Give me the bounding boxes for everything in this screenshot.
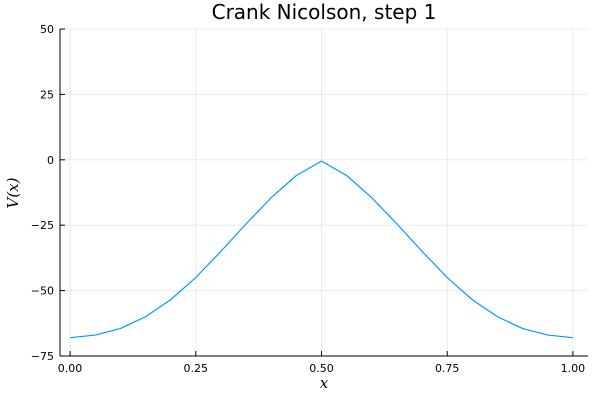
series-line	[69, 160, 573, 339]
x-axis-ticks: 0.00 0.25 0.50 0.75 1.00	[58, 351, 585, 375]
plot-series	[69, 160, 573, 339]
y-axis-ticks: −75 −50 −25 0 25 50	[31, 23, 65, 363]
x-tick-label: 0.25	[184, 362, 209, 375]
y-tick-label: 25	[40, 88, 54, 101]
y-tick-label: −75	[31, 350, 54, 363]
x-tick-label: 0.50	[309, 362, 334, 375]
y-tick-label: −25	[31, 219, 54, 232]
grid-lines	[60, 28, 588, 357]
chart-title: Crank Nicolson, step 1	[212, 0, 437, 24]
y-axis-label: V(x)	[4, 177, 22, 208]
y-tick-label: 0	[47, 154, 54, 167]
y-tick-label: 50	[40, 23, 54, 36]
x-axis-label: x	[320, 374, 329, 392]
x-tick-label: 0.00	[58, 362, 83, 375]
x-tick-label: 0.75	[435, 362, 460, 375]
x-tick-label: 1.00	[561, 362, 586, 375]
y-tick-label: −50	[31, 285, 54, 298]
